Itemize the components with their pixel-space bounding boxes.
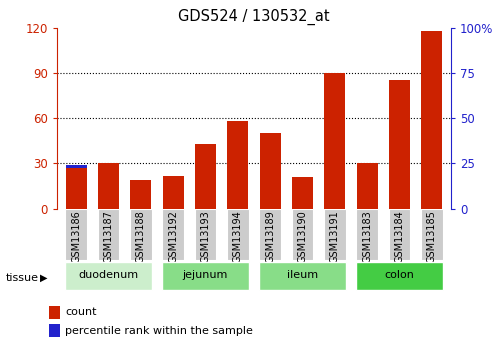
- Text: ▶: ▶: [40, 273, 48, 283]
- Bar: [65, 209, 87, 260]
- Bar: [421, 111, 442, 209]
- Text: jejunum: jejunum: [183, 270, 228, 280]
- Bar: [388, 209, 410, 260]
- Bar: [65, 262, 151, 290]
- Text: tissue: tissue: [6, 273, 39, 283]
- Text: GSM13193: GSM13193: [200, 210, 211, 263]
- Bar: [49, 306, 60, 319]
- Bar: [163, 184, 183, 209]
- Bar: [259, 133, 281, 209]
- Text: colon: colon: [385, 270, 414, 280]
- Bar: [195, 209, 216, 260]
- Bar: [324, 73, 345, 209]
- Bar: [324, 120, 345, 209]
- Text: GSM13183: GSM13183: [362, 210, 372, 263]
- Text: GSM13188: GSM13188: [136, 210, 146, 263]
- Bar: [292, 177, 313, 209]
- Bar: [227, 209, 248, 260]
- Bar: [130, 185, 151, 209]
- Text: percentile rank within the sample: percentile rank within the sample: [65, 326, 253, 336]
- Bar: [162, 209, 184, 260]
- Text: count: count: [65, 307, 97, 317]
- Bar: [259, 138, 281, 209]
- Bar: [98, 209, 119, 260]
- Bar: [356, 262, 443, 290]
- Text: ileum: ileum: [287, 270, 318, 280]
- Bar: [356, 164, 378, 209]
- Bar: [66, 168, 87, 209]
- Bar: [259, 209, 281, 260]
- Bar: [66, 165, 87, 209]
- Bar: [324, 209, 346, 260]
- Text: GSM13184: GSM13184: [394, 210, 404, 263]
- Bar: [98, 164, 119, 209]
- Bar: [292, 180, 313, 209]
- Text: GSM13190: GSM13190: [297, 210, 308, 263]
- Text: GSM13185: GSM13185: [427, 210, 437, 263]
- Text: GSM13194: GSM13194: [233, 210, 243, 263]
- Bar: [98, 167, 119, 209]
- Bar: [130, 209, 151, 260]
- Text: duodenum: duodenum: [78, 270, 139, 280]
- Bar: [389, 122, 410, 209]
- Bar: [356, 165, 378, 209]
- Title: GDS524 / 130532_at: GDS524 / 130532_at: [178, 9, 330, 25]
- Bar: [162, 262, 248, 290]
- Bar: [389, 80, 410, 209]
- Text: GSM13192: GSM13192: [168, 210, 178, 263]
- Text: GSM13187: GSM13187: [104, 210, 113, 263]
- Bar: [259, 262, 346, 290]
- Bar: [163, 176, 183, 209]
- Text: GSM13186: GSM13186: [71, 210, 81, 263]
- Bar: [291, 209, 313, 260]
- Text: GSM13191: GSM13191: [330, 210, 340, 263]
- Bar: [195, 144, 216, 209]
- Text: GSM13189: GSM13189: [265, 210, 275, 263]
- Bar: [356, 209, 378, 260]
- Bar: [421, 209, 443, 260]
- Bar: [227, 121, 248, 209]
- Bar: [49, 324, 60, 337]
- Bar: [130, 180, 151, 209]
- Bar: [195, 144, 216, 209]
- Bar: [421, 31, 442, 209]
- Bar: [227, 129, 248, 209]
